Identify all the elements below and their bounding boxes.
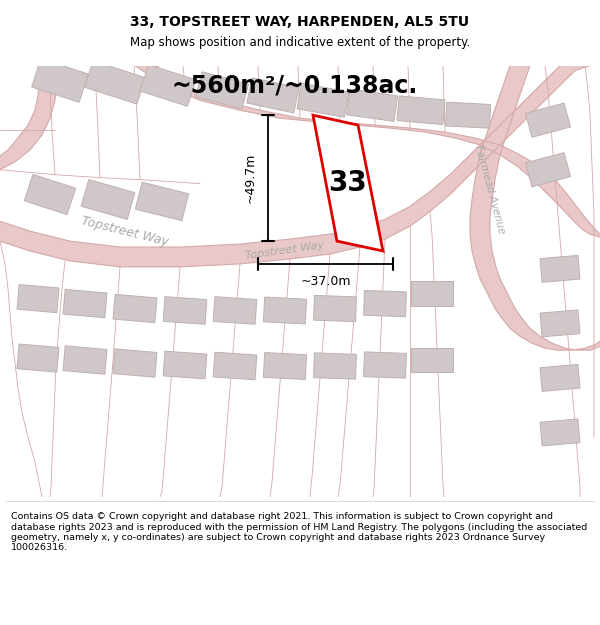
Polygon shape: [540, 364, 580, 391]
Polygon shape: [113, 349, 157, 378]
Text: Fairmead Avenue: Fairmead Avenue: [473, 144, 506, 235]
Polygon shape: [24, 174, 76, 214]
Polygon shape: [314, 296, 356, 322]
Polygon shape: [213, 297, 257, 324]
Polygon shape: [263, 297, 307, 324]
Text: Topstreet Way: Topstreet Way: [245, 241, 325, 261]
Polygon shape: [526, 103, 571, 138]
Polygon shape: [314, 353, 356, 379]
Polygon shape: [540, 256, 580, 282]
Polygon shape: [17, 344, 59, 372]
Polygon shape: [540, 310, 580, 337]
Polygon shape: [397, 96, 445, 124]
Text: 33: 33: [328, 169, 367, 197]
Polygon shape: [526, 152, 571, 187]
Polygon shape: [196, 72, 248, 109]
Text: ~37.0m: ~37.0m: [300, 275, 351, 288]
Polygon shape: [540, 419, 580, 446]
Text: ~560m²/~0.138ac.: ~560m²/~0.138ac.: [172, 74, 418, 98]
Polygon shape: [63, 346, 107, 374]
Polygon shape: [213, 352, 257, 380]
Polygon shape: [81, 179, 135, 219]
Polygon shape: [113, 294, 157, 322]
Text: Map shows position and indicative extent of the property.: Map shows position and indicative extent…: [130, 36, 470, 49]
Polygon shape: [247, 78, 299, 113]
Polygon shape: [313, 115, 383, 251]
Polygon shape: [411, 348, 453, 372]
Polygon shape: [364, 352, 406, 378]
Polygon shape: [163, 297, 207, 324]
Polygon shape: [163, 351, 207, 379]
Text: ~49.7m: ~49.7m: [244, 153, 257, 203]
Polygon shape: [445, 102, 491, 128]
Polygon shape: [32, 59, 88, 102]
Polygon shape: [297, 84, 349, 117]
Polygon shape: [135, 66, 600, 237]
Polygon shape: [263, 352, 307, 379]
Polygon shape: [17, 284, 59, 312]
Polygon shape: [0, 66, 57, 170]
Text: 33, TOPSTREET WAY, HARPENDEN, AL5 5TU: 33, TOPSTREET WAY, HARPENDEN, AL5 5TU: [130, 15, 470, 29]
Text: Topstreet Way: Topstreet Way: [80, 214, 170, 248]
Polygon shape: [0, 66, 590, 267]
Polygon shape: [136, 182, 188, 221]
Polygon shape: [411, 281, 453, 306]
Polygon shape: [85, 61, 145, 104]
Text: Contains OS data © Crown copyright and database right 2021. This information is : Contains OS data © Crown copyright and d…: [11, 512, 587, 552]
Polygon shape: [63, 289, 107, 318]
Polygon shape: [364, 291, 406, 317]
Polygon shape: [346, 89, 398, 121]
Polygon shape: [140, 64, 196, 106]
Polygon shape: [470, 66, 600, 350]
